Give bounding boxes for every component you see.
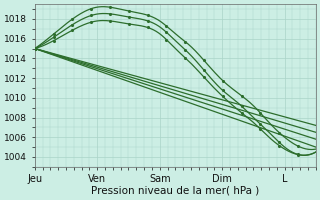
- X-axis label: Pression niveau de la mer( hPa ): Pression niveau de la mer( hPa ): [91, 186, 260, 196]
